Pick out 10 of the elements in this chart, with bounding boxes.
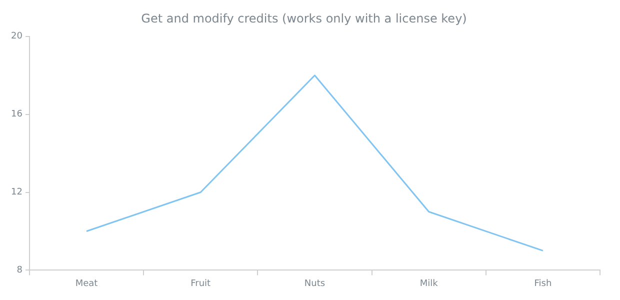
x-tick-label: Meat xyxy=(75,278,98,289)
chart-title: Get and modify credits (works only with a license key) xyxy=(141,11,467,26)
y-tick-label: 16 xyxy=(11,110,23,120)
y-tick-label: 8 xyxy=(16,266,23,276)
y-tick-label: 20 xyxy=(11,32,23,42)
x-tick-label: Fish xyxy=(534,278,552,289)
y-tick-label: 12 xyxy=(11,188,22,198)
x-tick-label: Nuts xyxy=(304,278,326,289)
x-tick-label: Milk xyxy=(420,278,439,289)
x-tick-label: Fruit xyxy=(190,278,212,289)
